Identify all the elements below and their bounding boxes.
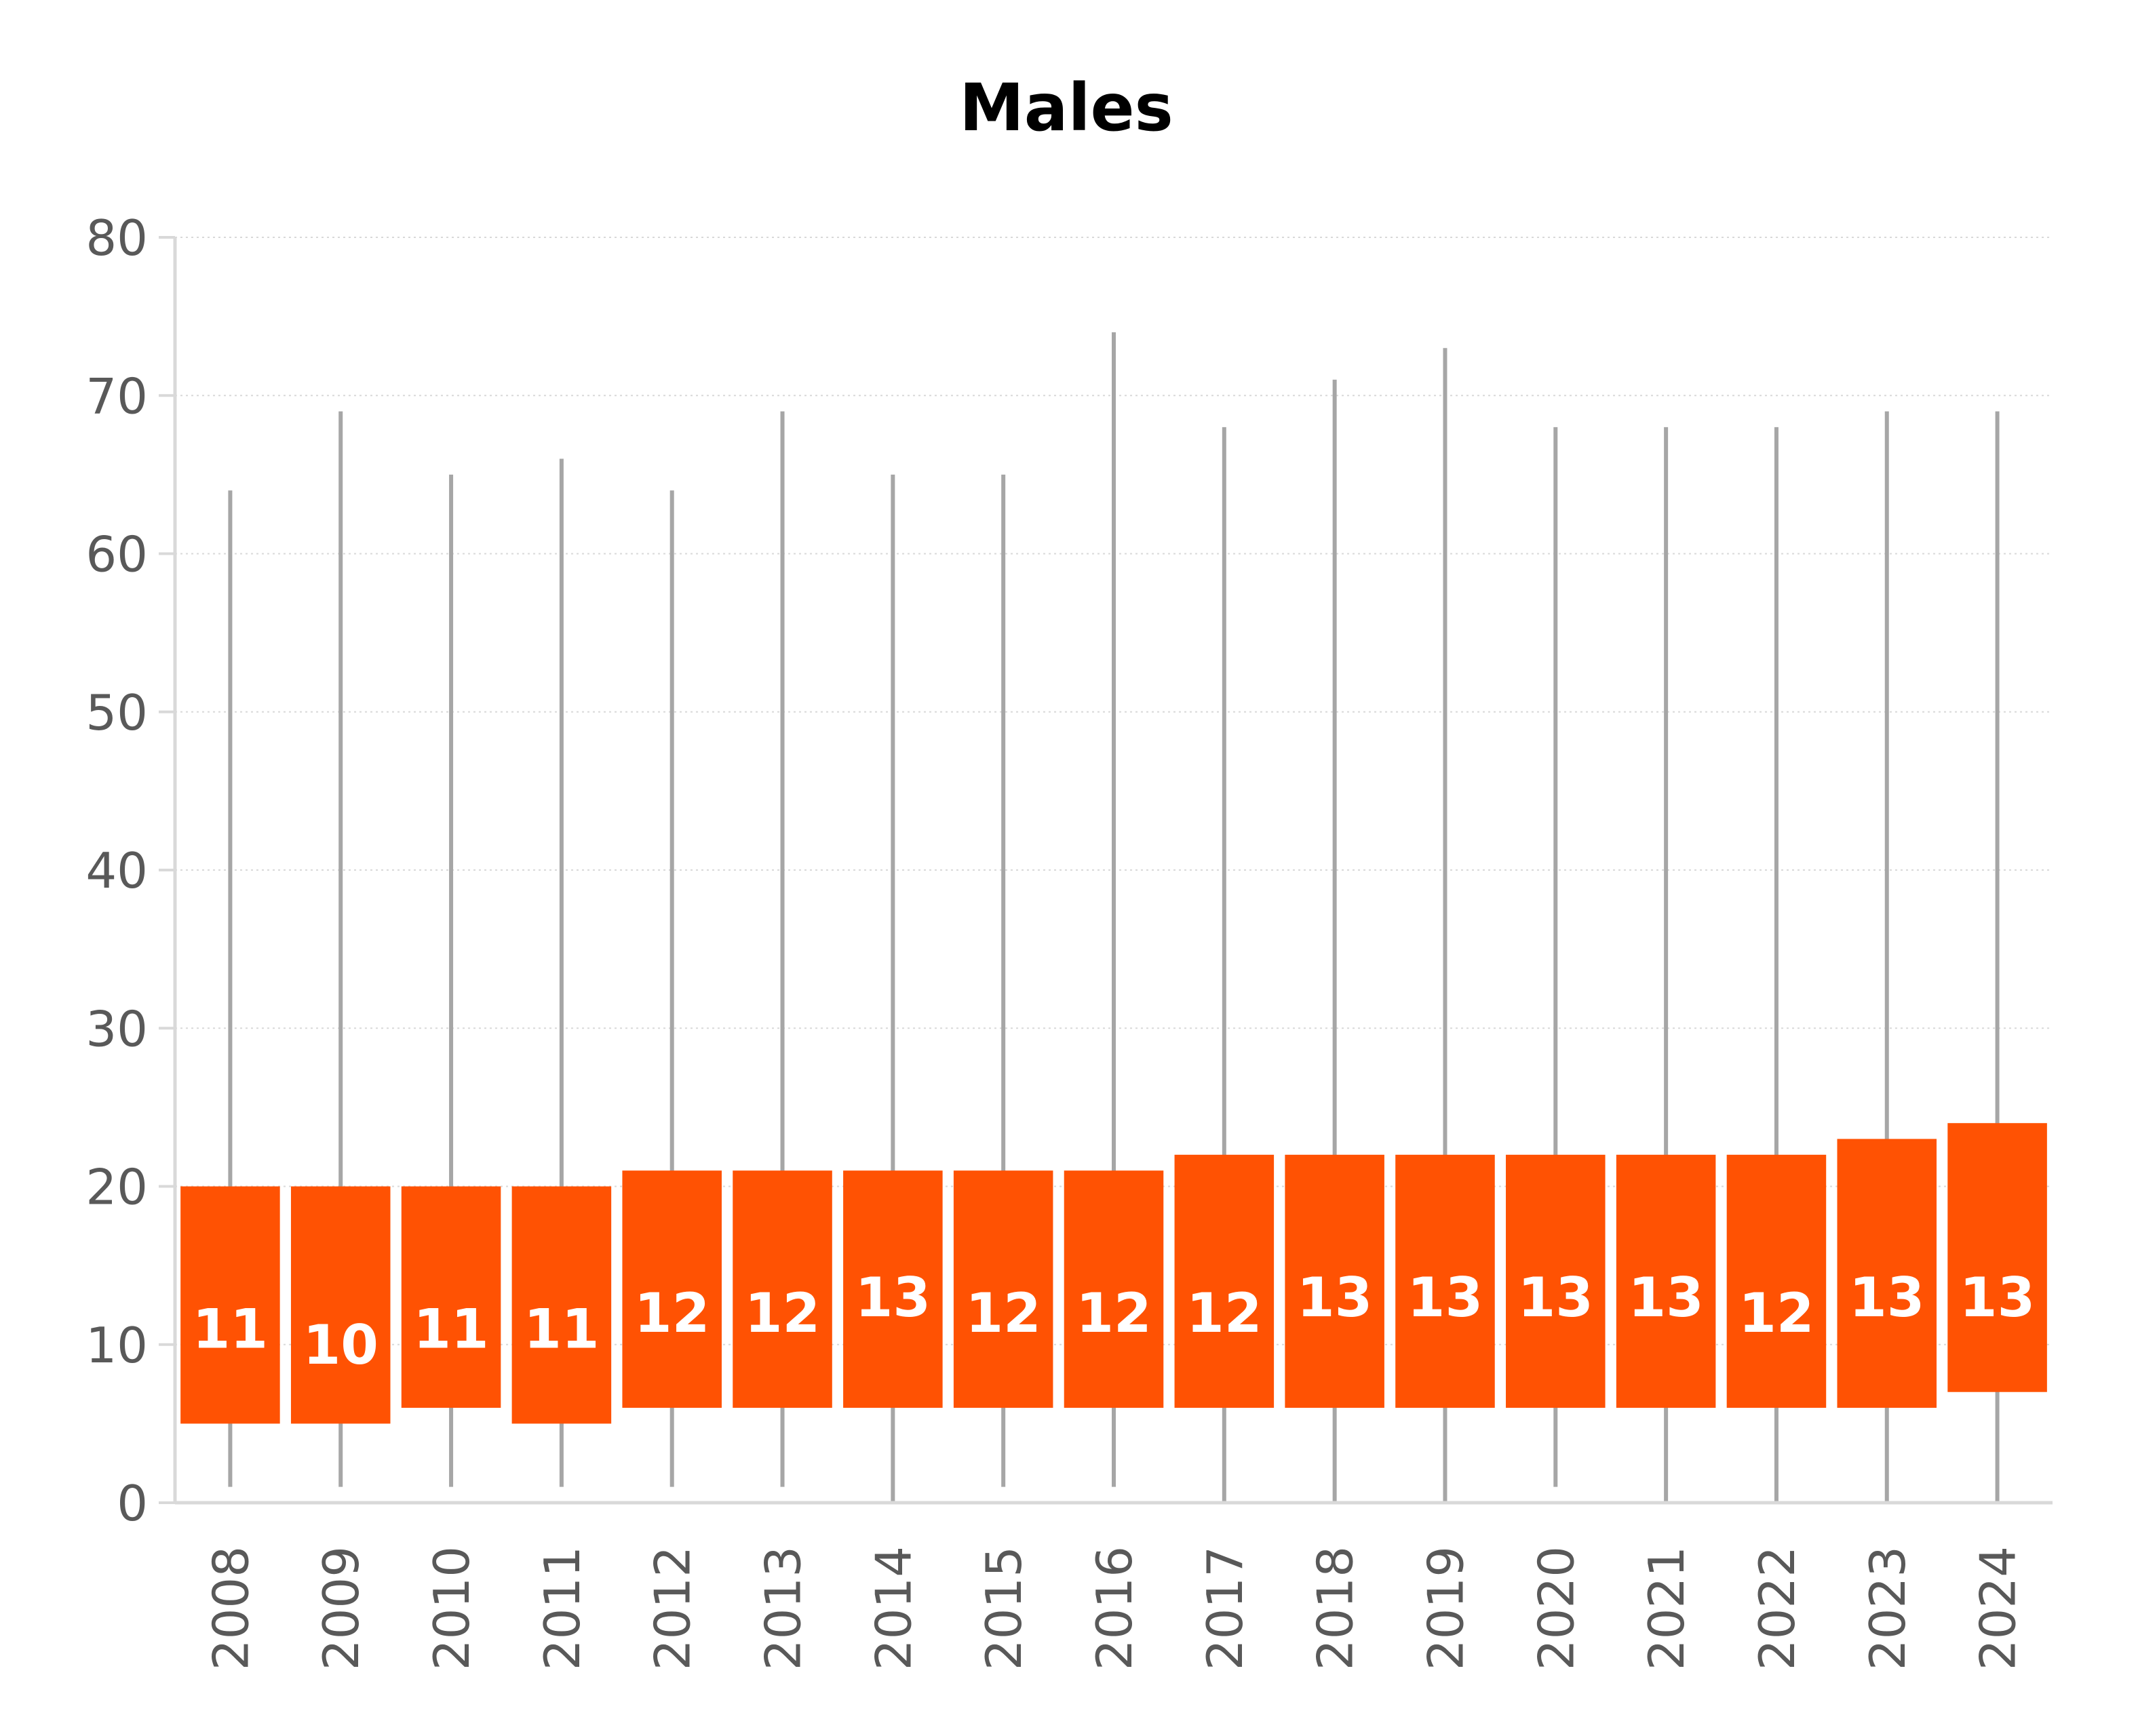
x-tick-label-2016: 2016 (1086, 1546, 1143, 1670)
box-2009 (290, 1186, 391, 1424)
chart-title: Males (959, 70, 1173, 146)
x-tick-label-2021: 2021 (1638, 1546, 1695, 1670)
median-label-2016: 12 (1076, 1282, 1151, 1345)
y-tick-label-70: 70 (85, 368, 148, 425)
median-label-2020: 13 (1518, 1266, 1593, 1329)
median-label-2010: 11 (413, 1297, 488, 1360)
median-label-2012: 12 (634, 1282, 710, 1345)
median-labels: 11 10 11 11 12 12 13 12 12 12 13 13 13 13 12 13 13 (193, 1266, 2036, 1377)
y-tick-label-20: 20 (85, 1159, 148, 1216)
median-label-2011: 11 (524, 1297, 599, 1360)
median-label-2022: 12 (1738, 1282, 1814, 1345)
x-axis-ticks: 2008 2009 2010 2011 2012 2013 2014 2015 2016 2017… (202, 1546, 2026, 1670)
median-label-2013: 12 (745, 1282, 820, 1345)
box-2020 (1506, 1154, 1606, 1408)
median-label-2021: 13 (1628, 1266, 1703, 1329)
x-tick-label-2012: 2012 (644, 1546, 701, 1670)
x-tick-label-2024: 2024 (1970, 1546, 2027, 1670)
box-2019 (1395, 1154, 1495, 1408)
x-tick-label-2017: 2017 (1197, 1546, 1253, 1670)
boxes (180, 1123, 2047, 1424)
x-tick-label-2013: 2013 (755, 1546, 812, 1670)
median-label-2023: 13 (1849, 1266, 1924, 1329)
box-2008 (180, 1186, 280, 1424)
x-tick-label-2022: 2022 (1749, 1546, 1806, 1670)
axes (159, 236, 2053, 1505)
median-label-2019: 13 (1407, 1266, 1483, 1329)
x-tick-label-2015: 2015 (975, 1546, 1032, 1670)
y-tick-label-10: 10 (85, 1317, 148, 1374)
box-2010 (401, 1186, 501, 1408)
x-tick-label-2008: 2008 (202, 1546, 259, 1670)
y-tick-label-40: 40 (85, 842, 148, 899)
median-label-2024: 13 (1960, 1266, 2035, 1329)
box-2022 (1726, 1154, 1827, 1408)
y-tick-label-30: 30 (85, 1000, 148, 1057)
box-2015 (953, 1170, 1053, 1408)
box-2018 (1285, 1154, 1384, 1408)
box-2017 (1174, 1154, 1275, 1408)
box-2023 (1837, 1139, 1937, 1408)
box-2011 (511, 1186, 612, 1424)
box-2021 (1616, 1154, 1716, 1408)
x-tick-label-2014: 2014 (865, 1546, 922, 1670)
x-tick-label-2023: 2023 (1859, 1546, 1916, 1670)
y-axis-ticks: 0 10 20 30 40 50 60 70 80 (85, 210, 148, 1532)
median-label-2014: 13 (855, 1266, 931, 1329)
x-tick-label-2009: 2009 (313, 1546, 370, 1670)
x-tick-label-2018: 2018 (1307, 1546, 1364, 1670)
y-tick-label-50: 50 (85, 684, 148, 741)
box-2014 (843, 1170, 943, 1408)
median-label-2018: 13 (1297, 1266, 1372, 1329)
median-label-2015: 12 (966, 1282, 1041, 1345)
x-tick-label-2019: 2019 (1417, 1546, 1474, 1670)
median-label-2017: 12 (1186, 1282, 1262, 1345)
box-2013 (733, 1170, 832, 1408)
x-tick-label-2020: 2020 (1528, 1546, 1585, 1670)
median-label-2009: 10 (303, 1314, 378, 1377)
x-tick-label-2011: 2011 (534, 1546, 591, 1670)
median-label-2008: 11 (193, 1297, 268, 1360)
y-tick-label-80: 80 (85, 210, 148, 267)
y-tick-label-0: 0 (117, 1475, 148, 1532)
y-tick-label-60: 60 (85, 526, 148, 583)
box-2012 (622, 1170, 722, 1408)
box-2024 (1947, 1123, 2047, 1392)
box-2016 (1064, 1170, 1164, 1408)
x-tick-label-2010: 2010 (423, 1546, 480, 1670)
